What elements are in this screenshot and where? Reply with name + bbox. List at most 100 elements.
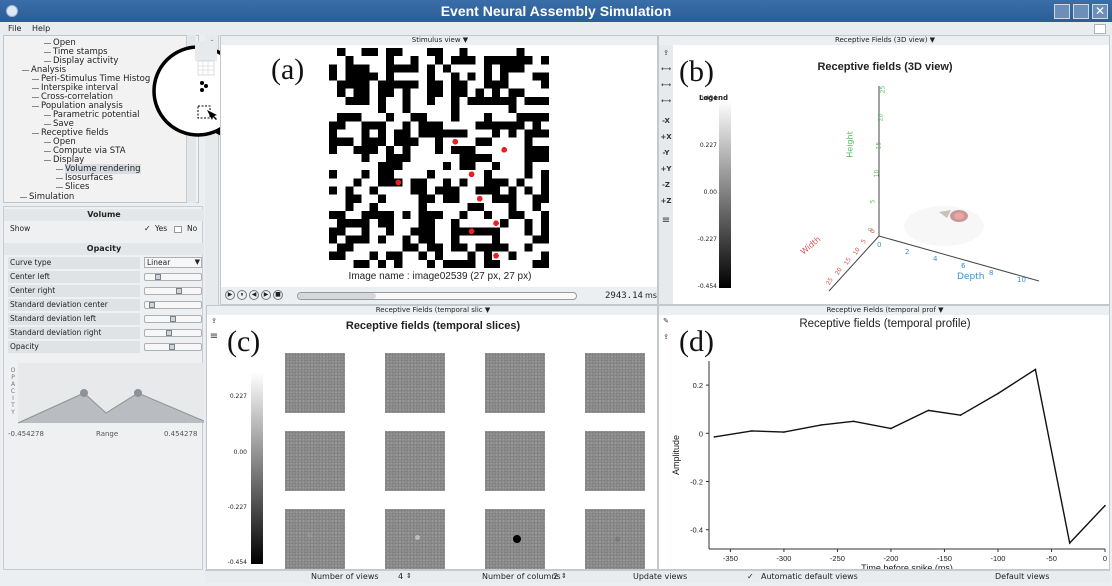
tree-item[interactable]: Parametric potential [53, 110, 140, 120]
stop-icon[interactable]: ■ [273, 290, 283, 300]
slice-square[interactable] [385, 431, 445, 491]
tree-item-label: Parametric potential [53, 110, 140, 120]
tree-item[interactable]: Cross-correlation [41, 92, 113, 102]
slices-title: Receptive fields (temporal slices) [345, 320, 521, 332]
tree-item[interactable]: Open [53, 38, 76, 48]
tree-item[interactable]: Save [53, 119, 74, 129]
menu-icon[interactable]: ≡ [209, 331, 219, 342]
slice-square[interactable] [585, 353, 645, 413]
axis-y-icon[interactable]: ⟷ [660, 81, 672, 89]
slider-knob[interactable] [149, 302, 155, 308]
pin-icon[interactable]: ⇪ [663, 333, 669, 341]
slider[interactable] [144, 287, 202, 295]
maximize-button[interactable] [1073, 4, 1089, 19]
y-tick-label: 0 [699, 429, 703, 438]
columns-spinner-icon[interactable]: ⇕ [561, 572, 567, 580]
rf3d-view-header[interactable]: Receptive Fields (3D view) ▼ [659, 36, 1109, 45]
slider-knob[interactable] [170, 316, 176, 322]
play-icon[interactable]: ▶ [225, 290, 235, 300]
tree-item[interactable]: Peri-Stimulus Time Histog [41, 74, 150, 84]
time-slider[interactable] [297, 292, 577, 300]
axis-tool-minusx[interactable]: -X [662, 117, 670, 125]
axis-tool-plusz[interactable]: +Z [660, 197, 672, 205]
slice-square[interactable] [585, 431, 645, 491]
step-forward-icon[interactable]: ▶ [261, 290, 271, 300]
curve-type-select[interactable]: Linear ▼ [144, 257, 202, 268]
number-of-columns-value[interactable]: 2 [553, 572, 559, 581]
close-button[interactable]: ✕ [1092, 4, 1108, 19]
show-yes-checkbox[interactable]: ✓ [144, 224, 151, 233]
slider-knob[interactable] [166, 330, 172, 336]
axis-z-icon[interactable]: ⟷ [660, 97, 672, 105]
slider[interactable] [144, 343, 202, 351]
stimulus-view-header[interactable]: Stimulus view ▼ [221, 36, 657, 45]
tree-item[interactable]: Display activity [53, 56, 118, 66]
slice-square[interactable] [285, 353, 345, 413]
axis-x-icon[interactable]: ⟷ [660, 65, 672, 73]
tree-item[interactable]: Compute via STA [53, 146, 126, 156]
axis-tool-minusy[interactable]: -Y [662, 149, 670, 157]
tree-item[interactable]: Volume rendering [65, 164, 141, 174]
restore-icon[interactable] [1094, 24, 1106, 34]
x-tick-label: -200 [883, 554, 898, 563]
slider-knob[interactable] [176, 288, 182, 294]
slices-view-header[interactable]: Receptive Fields (temporal slic ▼ [207, 306, 657, 315]
slice-square[interactable] [285, 431, 345, 491]
slice-square[interactable] [485, 509, 545, 569]
automatic-default-views-checkbox[interactable]: ✓ [747, 572, 754, 581]
slider[interactable] [144, 315, 202, 323]
tree-item-label: Time stamps [53, 47, 108, 57]
tree-item[interactable]: Population analysis [41, 101, 123, 111]
slider[interactable] [144, 329, 202, 337]
rf3d-axes[interactable] [789, 76, 1109, 305]
edit-icon[interactable]: ✎ [663, 317, 669, 325]
number-of-views-value[interactable]: 4 [398, 572, 404, 581]
menu-help[interactable]: Help [31, 24, 51, 33]
slice-square[interactable] [385, 353, 445, 413]
profile-view-header[interactable]: Receptive Fields (temporal prof ▼ [659, 306, 1109, 315]
tree-item[interactable]: Receptive fields [41, 128, 108, 138]
default-views-button[interactable]: Default views [995, 572, 1050, 581]
tree-item[interactable]: Isosurfaces [65, 173, 113, 183]
tree-item[interactable]: Interspike interval [41, 83, 118, 93]
tree-item[interactable]: Time stamps [53, 47, 108, 57]
slice-square[interactable] [285, 509, 345, 569]
tree-connector [32, 97, 39, 98]
slider-label: Standard deviation left [8, 313, 140, 325]
depth-tick: 6 [961, 262, 966, 270]
menu-file[interactable]: File [8, 24, 22, 33]
update-views-button[interactable]: Update views [633, 572, 688, 581]
tree-item[interactable]: Slices [65, 182, 89, 192]
profile-chart[interactable]: -350 -300 -250 -200 -150 -100 -50 0 0.2 0 -0.2 -0.4… [659, 306, 1110, 570]
views-spinner-icon[interactable]: ⇕ [406, 572, 412, 580]
slice-square[interactable] [485, 431, 545, 491]
step-back-icon[interactable]: ◀ [249, 290, 259, 300]
slider-label: Center right [8, 285, 140, 297]
profile-point [959, 414, 962, 417]
tree-connector [32, 133, 39, 134]
pin-icon[interactable]: ⇪ [211, 317, 217, 325]
pin-icon[interactable]: ⇪ [663, 49, 669, 57]
tree-item-label: Open [53, 38, 76, 48]
tree-item[interactable]: Simulation [29, 192, 74, 202]
slice-square[interactable] [585, 509, 645, 569]
show-no-checkbox[interactable] [174, 226, 182, 233]
slider[interactable] [144, 273, 202, 281]
axis-tool-minusz[interactable]: -Z [662, 181, 670, 189]
tree-item-label: Display activity [53, 56, 119, 66]
opacity-curve[interactable] [8, 363, 204, 443]
axis-tool-plusy[interactable]: +Y [660, 165, 672, 173]
axis-tool-plusx[interactable]: +X [660, 133, 672, 141]
slider-knob[interactable] [155, 274, 161, 280]
chevron-down-icon: ▼ [462, 36, 469, 44]
menu-icon[interactable]: ≡ [661, 215, 671, 226]
slider[interactable] [144, 301, 202, 309]
slice-square[interactable] [385, 509, 445, 569]
pause-icon[interactable]: ⏸ [237, 290, 247, 300]
slice-square[interactable] [485, 353, 545, 413]
minimize-button[interactable] [1054, 4, 1070, 19]
tree-item[interactable]: Open [53, 137, 76, 147]
slider-knob[interactable] [169, 344, 175, 350]
tree-item[interactable]: Display [53, 155, 84, 165]
tree-item[interactable]: Analysis [31, 65, 66, 75]
